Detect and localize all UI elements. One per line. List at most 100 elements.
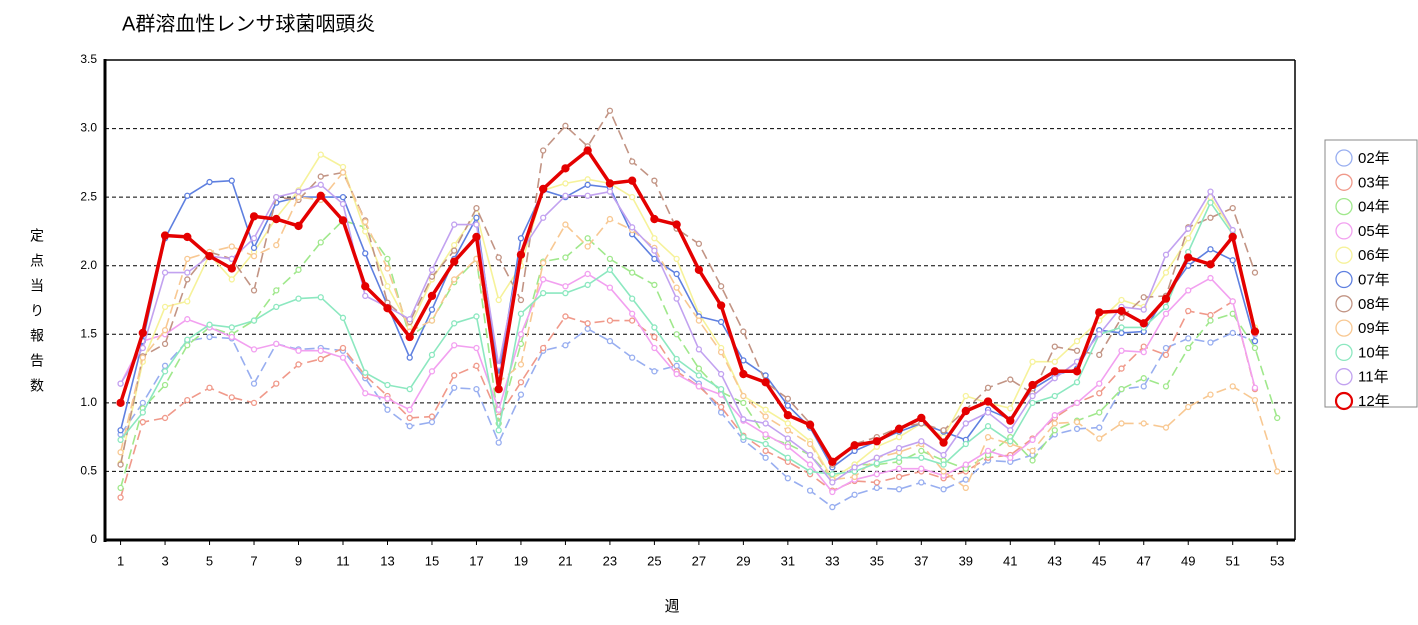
data-point (517, 391, 525, 398)
series-line (119, 328, 1256, 508)
x-tick-label: 13 (380, 553, 394, 568)
data-point (695, 365, 703, 372)
data-point (117, 484, 124, 492)
data-point (1096, 409, 1103, 416)
series-line (118, 148, 1257, 464)
data-point (606, 337, 614, 345)
data-point (138, 328, 147, 338)
data-point (1228, 232, 1237, 242)
x-tick-label: 39 (959, 553, 973, 568)
data-point (1051, 392, 1058, 400)
data-point (1073, 347, 1081, 354)
data-point (250, 252, 258, 260)
data-point (1251, 344, 1259, 352)
data-point (562, 122, 569, 129)
x-tick-label: 3 (161, 553, 168, 568)
data-point (517, 310, 525, 317)
data-point (673, 370, 680, 378)
x-tick-label: 27 (692, 553, 706, 568)
legend-marker (1335, 343, 1353, 362)
data-point (295, 295, 302, 302)
data-point (161, 340, 169, 348)
data-point (228, 394, 235, 401)
data-point (161, 269, 169, 276)
data-point (629, 354, 636, 361)
data-point (562, 289, 569, 297)
data-point (651, 333, 658, 341)
data-point (117, 427, 124, 434)
data-point (428, 317, 436, 324)
data-point (451, 342, 458, 349)
x-tick-label: 49 (1181, 553, 1195, 568)
data-point (784, 454, 792, 461)
data-point (361, 282, 370, 291)
data-point (540, 259, 547, 267)
data-point (161, 368, 169, 375)
data-point (384, 283, 391, 290)
legend-label: 11年 (1358, 369, 1389, 386)
x-tick-label: 19 (514, 553, 528, 568)
data-point (673, 284, 680, 291)
data-point (295, 361, 302, 368)
data-point (1229, 383, 1236, 390)
data-point (1073, 425, 1081, 433)
data-point (1251, 384, 1259, 391)
data-point (184, 276, 191, 283)
data-point (473, 344, 480, 352)
x-tick-label: 31 (781, 553, 795, 568)
data-point (629, 295, 636, 302)
data-point (717, 318, 725, 326)
data-point (362, 369, 369, 376)
data-point (561, 164, 570, 173)
data-point (894, 424, 904, 434)
data-point (584, 243, 591, 250)
data-point (1007, 376, 1014, 383)
legend-marker (1335, 270, 1353, 289)
data-point (717, 370, 725, 378)
data-point (428, 266, 436, 273)
data-point (1096, 390, 1103, 397)
data-point (161, 381, 169, 389)
data-point (628, 176, 637, 185)
data-point (984, 384, 992, 391)
data-point (872, 437, 881, 446)
data-point (540, 276, 547, 283)
data-point (1140, 375, 1147, 382)
data-point (584, 181, 591, 188)
data-point (273, 340, 280, 348)
data-point (962, 420, 969, 427)
data-point (562, 192, 569, 199)
data-point (383, 304, 392, 313)
data-point (940, 486, 947, 493)
data-point (139, 409, 146, 416)
legend-label: 10年 (1358, 344, 1390, 361)
data-point (406, 354, 413, 361)
data-point (806, 487, 814, 494)
data-point (1229, 298, 1236, 305)
data-point (428, 413, 436, 420)
data-point (895, 433, 903, 441)
data-point (451, 276, 458, 283)
data-point (672, 220, 681, 229)
data-point (740, 416, 747, 423)
data-point (650, 214, 659, 224)
data-point (1162, 310, 1170, 317)
data-point (1162, 383, 1170, 390)
data-point (1117, 306, 1126, 316)
data-point (762, 440, 769, 448)
data-point (362, 292, 369, 300)
data-point (740, 328, 747, 335)
data-point (629, 193, 636, 201)
data-point (606, 317, 614, 324)
data-point (1051, 420, 1058, 427)
data-point (517, 296, 525, 304)
data-point (1073, 418, 1081, 426)
data-point (183, 232, 192, 242)
data-point (1051, 343, 1058, 350)
data-point (228, 276, 235, 283)
data-point (1118, 420, 1125, 427)
data-point (228, 324, 235, 331)
data-point (339, 354, 347, 361)
data-point (739, 369, 748, 379)
data-point (629, 317, 636, 324)
